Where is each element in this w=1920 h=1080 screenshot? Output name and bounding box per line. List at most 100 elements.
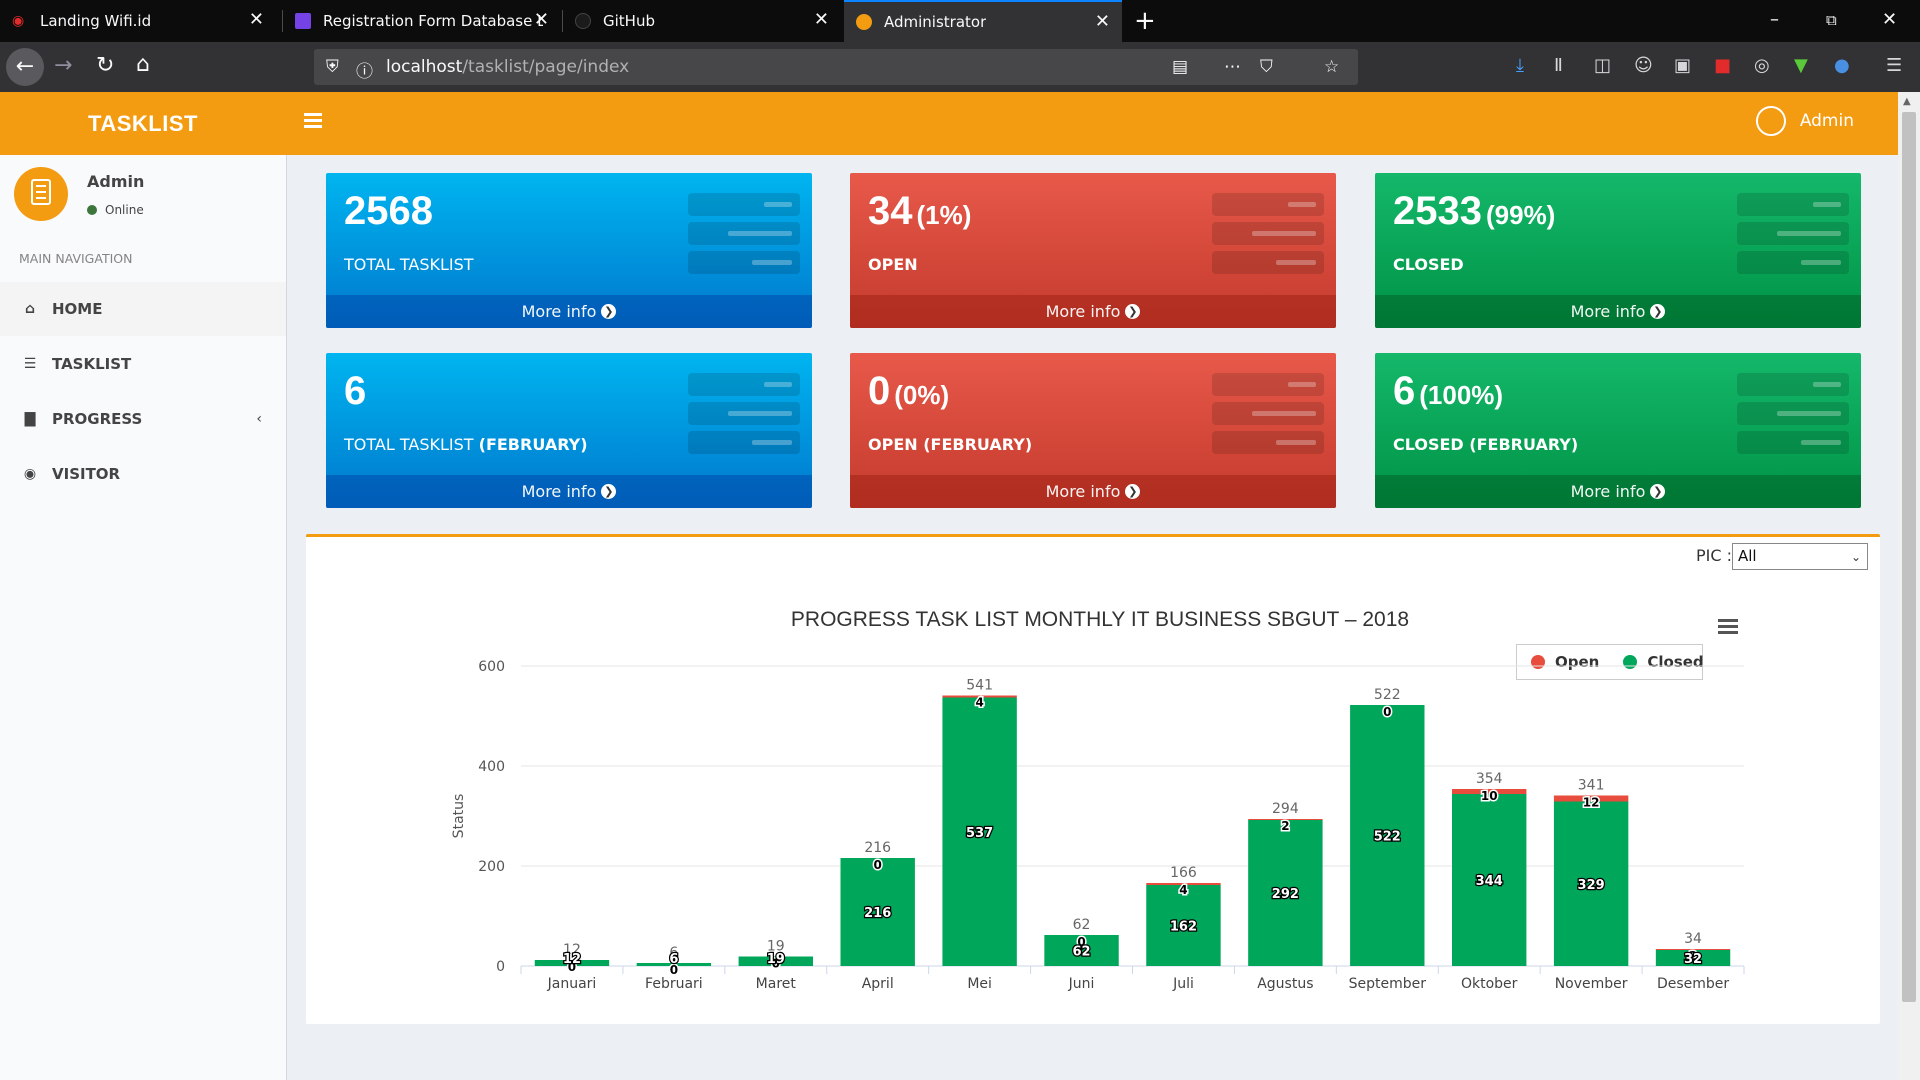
open-month-box: 0 (0%) OPEN (FEBRUARY) More info ❯	[850, 353, 1336, 508]
browser-nav-bar: ← → ↻ ⌂ ⛨ ⓘ localhost/tasklist/page/inde…	[0, 42, 1920, 92]
github-icon	[575, 13, 591, 29]
x-category-label: Juli	[1172, 976, 1194, 992]
total-value: 2568	[344, 189, 433, 233]
app-logo[interactable]: TASKLIST	[88, 110, 198, 136]
reader-view-icon[interactable]: ▤	[1172, 57, 1189, 77]
sidebar-item-visitor[interactable]: ◉ VISITOR	[0, 447, 286, 501]
home-browser-icon[interactable]: ⌂	[136, 52, 150, 77]
tab-github[interactable]: GitHub ✕	[563, 0, 841, 42]
more-info-text: More info	[521, 302, 597, 321]
bar-closed	[1350, 705, 1425, 966]
more-info-link[interactable]: More info ❯	[1375, 475, 1861, 508]
x-category-label: Agustus	[1257, 976, 1313, 992]
pic-filter-select[interactable]: All ⌄	[1732, 543, 1868, 570]
more-info-link[interactable]: More info ❯	[326, 475, 812, 508]
open-data-label: 10	[1481, 789, 1498, 803]
extension-screenshot-icon[interactable]: ▣	[1674, 55, 1692, 76]
bar-open	[1553, 795, 1629, 802]
closed-data-label: 32	[1684, 952, 1702, 967]
open-data-label: 4	[975, 696, 983, 710]
sidebar-item-home[interactable]: ⌂ HOME	[0, 282, 286, 336]
bar-closed	[1452, 794, 1527, 966]
minimize-icon[interactable]: –	[1770, 9, 1779, 30]
url-bar[interactable]: ⛨ ⓘ localhost/tasklist/page/index ▤ ⋯ ⛉ …	[314, 49, 1358, 85]
closed-data-label: 292	[1272, 887, 1299, 902]
download-icon[interactable]: ⤓	[1516, 55, 1524, 76]
user-status: Online	[87, 203, 144, 217]
total-data-label: 166	[1170, 865, 1197, 881]
extension-download-icon[interactable]: ▼	[1794, 55, 1808, 76]
browser-menu-icon[interactable]: ☰	[1886, 55, 1903, 76]
stack-decoration-icon	[688, 193, 800, 280]
forward-icon[interactable]: →	[54, 53, 73, 78]
info-icon[interactable]: ⓘ	[356, 62, 373, 82]
total-tasklist-box: 2568 TOTAL TASKLIST More info ❯	[326, 173, 812, 328]
close-tab-icon[interactable]: ✕	[248, 9, 264, 30]
scrollbar-thumb[interactable]	[1902, 112, 1916, 1002]
list-icon: ☰	[23, 356, 37, 372]
more-info-link[interactable]: More info ❯	[1375, 295, 1861, 328]
tab-landing-wifi[interactable]: ◉ Landing Wifi.id ✕	[0, 0, 276, 42]
open-month-label: OPEN (FEBRUARY)	[868, 435, 1033, 454]
pocket-icon[interactable]: ⛉	[1260, 57, 1273, 77]
more-info-link[interactable]: More info ❯	[326, 295, 812, 328]
close-tab-icon[interactable]: ✕	[533, 9, 549, 30]
close-tab-icon[interactable]: ✕	[813, 9, 829, 30]
total-data-label: 294	[1272, 801, 1299, 817]
more-info-link[interactable]: More info ❯	[850, 295, 1336, 328]
open-data-label: 2	[1281, 819, 1289, 833]
extension-blue-icon[interactable]: ●	[1834, 55, 1850, 76]
tasklist-document-icon	[31, 179, 51, 205]
open-label: OPEN	[868, 255, 918, 274]
scroll-up-icon[interactable]: ▲	[1903, 96, 1911, 107]
globe-icon[interactable]: ◎	[1754, 55, 1770, 76]
sidebar-icon[interactable]: ◫	[1594, 55, 1612, 76]
closed-data-label: 537	[966, 826, 993, 841]
total-data-label: 354	[1476, 771, 1503, 787]
close-tab-icon[interactable]: ✕	[1094, 11, 1110, 32]
extension-red-icon[interactable]: ■	[1714, 55, 1732, 76]
sidebar-item-tasklist[interactable]: ☰ TASKLIST	[0, 337, 286, 391]
header-user-menu[interactable]: Admin	[1755, 106, 1854, 136]
chart-title: PROGRESS TASK LIST MONTHLY IT BUSINESS S…	[790, 608, 1410, 631]
open-month-percent: (0%)	[894, 380, 950, 410]
more-actions-icon[interactable]: ⋯	[1224, 57, 1241, 77]
chart-menu-icon[interactable]	[1718, 619, 1738, 637]
new-tab-icon[interactable]: +	[1134, 6, 1156, 36]
closed-month-box: 6 (100%) CLOSED (FEBRUARY) More info ❯	[1375, 353, 1861, 508]
x-category-label: Desember	[1657, 976, 1729, 992]
window-close-icon[interactable]: ✕	[1882, 9, 1898, 30]
x-category-label: Mei	[967, 976, 992, 992]
closed-month-percent: (100%)	[1419, 380, 1504, 410]
page-scrollbar[interactable]: ▲	[1898, 92, 1920, 1080]
closed-month-value: 6	[1393, 369, 1416, 413]
back-icon[interactable]: ←	[6, 48, 44, 86]
chevron-left-icon: ‹	[256, 411, 262, 427]
open-percent: (1%)	[916, 200, 972, 230]
url-path: /tasklist/page/index	[462, 57, 630, 77]
total-tasklist-month-box: 6 TOTAL TASKLIST (FEBRUARY) More info ❯	[326, 353, 812, 508]
reload-icon[interactable]: ↻	[96, 53, 115, 78]
shield-icon[interactable]: ⛨	[326, 57, 339, 77]
closed-label: CLOSED	[1393, 255, 1464, 274]
bar-closed	[738, 956, 813, 966]
tab-registration-form[interactable]: Registration Form Database La ✕	[283, 0, 561, 42]
more-info-text: More info	[1570, 302, 1646, 321]
open-data-label: 2	[1689, 949, 1697, 963]
tab-label: GitHub	[603, 12, 655, 30]
arrow-circle-right-icon: ❯	[601, 484, 617, 499]
bar-closed	[942, 697, 1017, 966]
library-icon[interactable]: Ⅱ	[1554, 55, 1563, 76]
open-data-label: 0	[874, 858, 882, 872]
tab-administrator[interactable]: Administrator ✕	[844, 0, 1122, 42]
url-text[interactable]: localhost/tasklist/page/index	[386, 57, 629, 77]
more-info-link[interactable]: More info ❯	[850, 475, 1336, 508]
sidebar-item-progress[interactable]: ▇ PROGRESS ‹	[0, 392, 286, 446]
bookmark-star-icon[interactable]: ☆	[1324, 57, 1340, 77]
sidebar-toggle-icon[interactable]	[304, 110, 322, 130]
tab-label: Administrator	[884, 13, 987, 31]
tab-label: Registration Form Database La	[323, 12, 543, 30]
user-status-text: Online	[105, 203, 144, 217]
restore-icon[interactable]: ⧉	[1826, 11, 1837, 29]
account-icon[interactable]: ☺	[1634, 55, 1653, 76]
